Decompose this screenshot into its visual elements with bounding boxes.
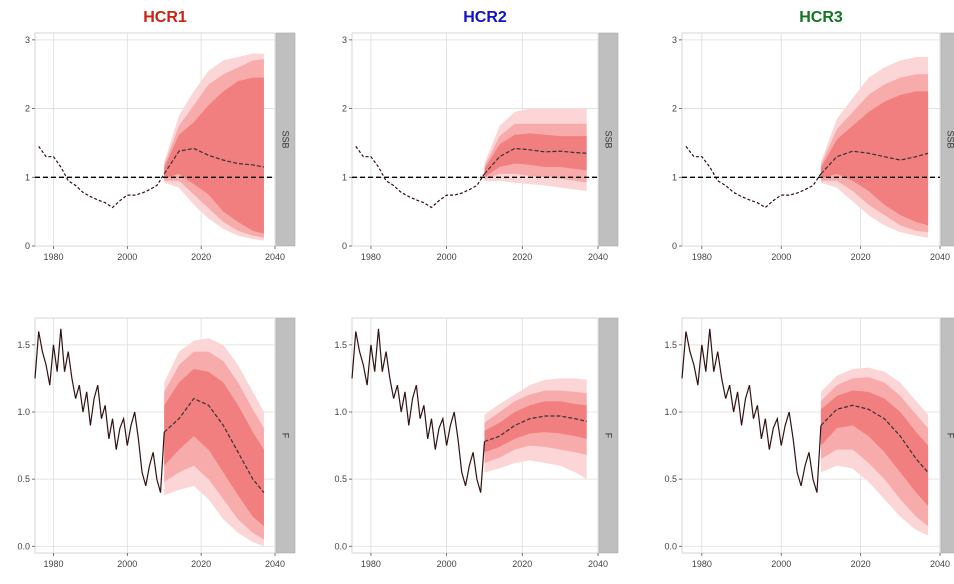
x-tick-label: 2000 [771, 559, 791, 569]
y-tick-label: 1 [25, 172, 30, 182]
y-tick-label: 1 [342, 172, 347, 182]
median-line [820, 150, 929, 175]
panel-hcr1-row1: 0 1 2 3 1980 2000 2020 2040 SSB [25, 32, 296, 262]
x-tick-label: 1980 [692, 252, 712, 262]
y-tick-label: 2 [342, 104, 347, 114]
band-inner [164, 77, 264, 234]
x-tick-label: 2020 [851, 559, 871, 569]
x-tick-label: 1980 [692, 559, 712, 569]
y-tick-label: 0 [25, 241, 30, 251]
x-tick-label: 2020 [851, 252, 871, 262]
facet-strip-label: F [604, 433, 614, 439]
x-tick-label: 1980 [361, 559, 381, 569]
y-tick-label: 0.0 [664, 541, 677, 551]
facet-strip [275, 317, 296, 554]
facet-strip [940, 32, 954, 247]
median-line [484, 415, 587, 443]
x-tick-label: 1980 [43, 559, 63, 569]
x-tick-label: 2000 [437, 252, 457, 262]
facet-strip [275, 32, 296, 247]
facet-strip-label: SSB [946, 130, 954, 148]
band-inner [484, 401, 587, 453]
panel-hcr3-row1: 0 1 2 3 1980 2000 2020 2040 SSB [672, 32, 954, 262]
y-tick-label: 0.5 [17, 474, 30, 484]
x-tick-label: 2020 [191, 559, 211, 569]
x-tick-label: 2000 [771, 252, 791, 262]
y-tick-label: 3 [25, 35, 30, 45]
median-line [163, 147, 265, 175]
y-tick-label: 2 [25, 104, 30, 114]
panel-hcr2-row1: 0 1 2 3 1980 2000 2020 2040 SSB [342, 32, 619, 262]
y-tick-label: 3 [342, 35, 347, 45]
history-line [38, 146, 165, 209]
facet-strip [598, 32, 619, 247]
history-line [681, 328, 822, 493]
panel-hcr2-row2: 0.0 0.5 1.0 1.5 1980 2000 2020 2040 F [334, 317, 619, 569]
x-tick-label: 2040 [588, 252, 608, 262]
median-line [484, 147, 587, 175]
band-inner [820, 91, 929, 226]
history-line [34, 328, 165, 493]
x-tick-label: 2040 [930, 559, 950, 569]
x-tick-label: 2040 [265, 559, 285, 569]
panel-hcr3-row2: 0.0 0.5 1.0 1.5 1980 2000 2020 2040 F [664, 317, 954, 569]
column-title-hcr2: HCR2 [463, 9, 507, 26]
y-tick-label: 1.0 [664, 407, 677, 417]
median-line [163, 397, 265, 493]
y-tick-label: 0.0 [334, 541, 347, 551]
x-tick-label: 2040 [930, 252, 950, 262]
band-inner [484, 133, 587, 178]
x-tick-label: 2000 [117, 559, 137, 569]
y-tick-label: 0 [342, 241, 347, 251]
y-tick-label: 3 [672, 35, 677, 45]
y-tick-label: 1.5 [664, 340, 677, 350]
y-tick-label: 1 [672, 172, 677, 182]
y-tick-label: 1.5 [17, 340, 30, 350]
x-tick-label: 2040 [588, 559, 608, 569]
x-tick-label: 2020 [512, 252, 532, 262]
facet-strip-label: F [946, 433, 954, 439]
y-tick-label: 1.5 [334, 340, 347, 350]
history-line [351, 328, 486, 493]
y-tick-label: 0.5 [664, 474, 677, 484]
facet-strip-label: F [281, 433, 291, 439]
x-tick-label: 1980 [361, 252, 381, 262]
x-tick-label: 2020 [512, 559, 532, 569]
median-line [820, 404, 929, 473]
facet-strip [598, 317, 619, 554]
y-tick-label: 1.0 [334, 407, 347, 417]
band-inner [820, 390, 929, 506]
history-line [685, 146, 822, 209]
y-tick-label: 2 [672, 104, 677, 114]
y-tick-label: 0.5 [334, 474, 347, 484]
x-tick-label: 2000 [437, 559, 457, 569]
history-line [355, 146, 485, 209]
facet-strip-label: SSB [604, 130, 614, 148]
band-inner [164, 369, 264, 527]
facet-strip [940, 317, 954, 554]
panel-hcr1-row2: 0.0 0.5 1.0 1.5 1980 2000 2020 2040 F [17, 317, 296, 569]
y-tick-label: 0.0 [17, 541, 30, 551]
x-tick-label: 1980 [43, 252, 63, 262]
y-tick-label: 1.0 [17, 407, 30, 417]
facet-strip-label: SSB [281, 130, 291, 148]
x-tick-label: 2000 [117, 252, 137, 262]
x-tick-label: 2020 [191, 252, 211, 262]
column-title-hcr1: HCR1 [143, 9, 187, 26]
column-title-hcr3: HCR3 [799, 9, 843, 26]
y-tick-label: 0 [672, 241, 677, 251]
x-tick-label: 2040 [265, 252, 285, 262]
